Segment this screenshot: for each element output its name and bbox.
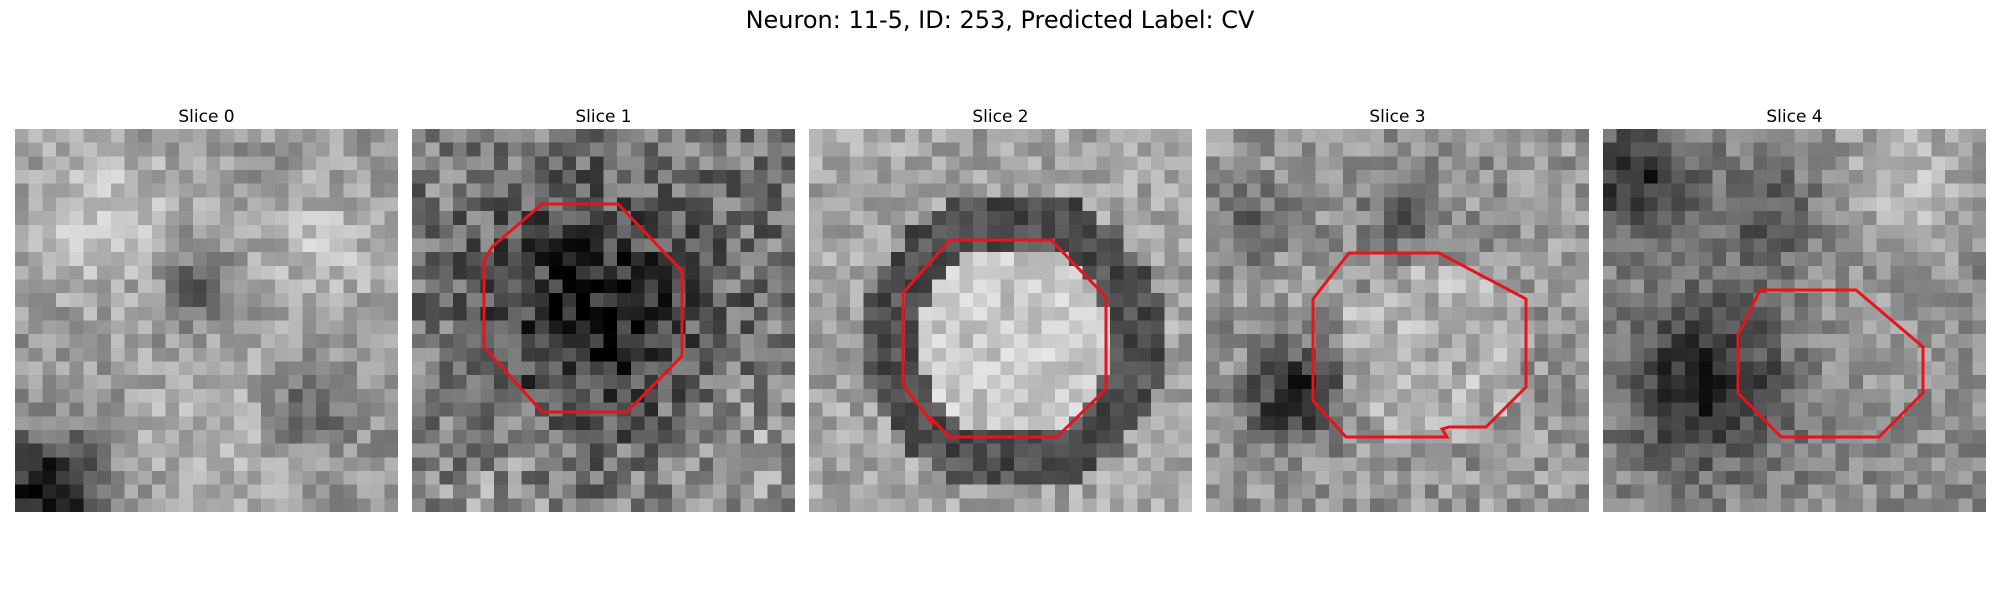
slice-outline-4 [1736,288,1925,439]
slice-panel-4: Slice 4 [1603,105,1986,512]
slice-image-2 [809,129,1192,512]
slice-title-1: Slice 1 [575,107,632,127]
slice-image-1 [412,129,795,512]
slice-panel-0: Slice 0 [15,105,398,512]
slice-image-4 [1603,129,1986,512]
slice-outline-3 [1311,251,1528,439]
slice-image-0 [15,129,398,512]
slice-outline-2 [901,238,1108,439]
slice-title-0: Slice 0 [178,107,235,127]
slice-title-3: Slice 3 [1369,107,1426,127]
slice-title-4: Slice 4 [1766,107,1823,127]
slice-outline-1 [482,202,684,414]
slice-title-2: Slice 2 [972,107,1029,127]
slice-panel-1: Slice 1 [412,105,795,512]
slice-panel-3: Slice 3 [1206,105,1589,512]
slice-panel-2: Slice 2 [809,105,1192,512]
figure-title: Neuron: 11-5, ID: 253, Predicted Label: … [745,6,1255,34]
